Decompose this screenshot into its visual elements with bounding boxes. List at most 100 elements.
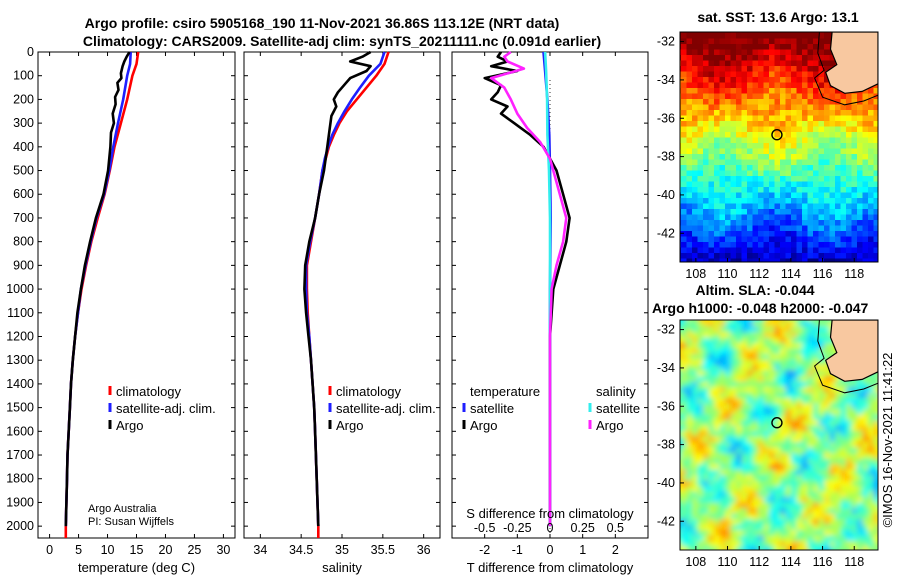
sst-map-cell — [791, 137, 797, 144]
sst-map-cell — [879, 259, 885, 265]
sla-map-cell — [829, 535, 836, 542]
sla-map-cell — [736, 453, 742, 459]
sla-map-cell — [796, 475, 803, 481]
sst-map-cell — [686, 170, 693, 177]
sst-map-cell — [763, 258, 770, 262]
sst-map-cell — [775, 264, 781, 270]
sla-map-cell — [752, 546, 759, 550]
sla-map-cell — [807, 409, 814, 415]
sst-map-cell — [840, 165, 847, 171]
sla-map-cell — [873, 497, 878, 503]
sst-map-cell — [807, 33, 814, 39]
sst-map-cell — [763, 236, 770, 243]
sst-map-cell — [785, 181, 792, 188]
sst-map-cell — [747, 187, 753, 193]
sla-map-cell — [807, 458, 814, 465]
sla-map-cell — [670, 343, 676, 349]
depth-tick-label: 1200 — [6, 329, 34, 343]
sst-map-cell — [807, 55, 814, 61]
sst-map-cell — [885, 94, 891, 100]
sla-map-cell — [769, 475, 775, 481]
sst-map-cell — [681, 181, 687, 188]
sst-map-cell — [818, 66, 825, 72]
sst-map-cell — [791, 242, 797, 248]
sst-map-cell — [873, 176, 878, 182]
sst-map-cell — [785, 170, 792, 177]
sst-map-cell — [736, 121, 742, 127]
sst-map-field — [670, 22, 891, 276]
sla-map-cell — [747, 475, 753, 481]
sst-map-cell — [708, 176, 715, 182]
sst-map-cell — [807, 110, 814, 116]
sla-map-cell — [719, 464, 726, 470]
sst-map-cell — [879, 138, 885, 144]
sst-map-cell — [791, 93, 797, 100]
sla-map-cell — [747, 508, 753, 514]
sst-map-cell — [879, 270, 885, 276]
sst-map-cell — [802, 154, 808, 160]
sst-map-cell — [879, 61, 885, 67]
sst-map-cell — [719, 187, 726, 193]
sla-map-cell — [763, 436, 770, 443]
sst-map-cell — [824, 60, 830, 67]
sla-map-cell — [846, 447, 852, 454]
sla-map-cell — [785, 425, 792, 432]
sla-map-cell — [785, 381, 792, 388]
sst-map-cell — [774, 192, 781, 199]
sla-map-cell — [868, 464, 874, 470]
sla-map-cell — [686, 442, 693, 448]
sst-map-cell — [846, 209, 852, 215]
sla-map-cell — [758, 387, 764, 393]
sst-map-cell — [687, 22, 693, 28]
sst-map-cell — [719, 170, 726, 177]
sla-map-cell — [725, 354, 731, 360]
sla-map-cell — [703, 469, 709, 476]
sst-map-cell — [763, 209, 770, 215]
sst-map-cell — [692, 247, 698, 254]
sla-map-cell — [807, 381, 814, 388]
sst-map-cell — [802, 121, 808, 127]
sst-map-cell — [868, 99, 874, 105]
sla-map-cell — [697, 464, 704, 470]
sla-map-cell — [686, 535, 693, 542]
sla-map-cell — [868, 453, 874, 459]
sst-map-cell — [692, 60, 698, 67]
sst-map-cell — [791, 60, 797, 67]
sst-map-cell — [758, 236, 764, 243]
sst-map-cell — [703, 82, 709, 89]
sst-map-cell — [670, 127, 676, 133]
sla-map-cell — [692, 513, 698, 520]
sst-map-cell — [824, 126, 830, 133]
sst-map-cell — [725, 198, 731, 204]
sst-map-cell — [680, 49, 682, 56]
sla-map-cell — [736, 321, 742, 327]
sla-map-cell — [791, 359, 797, 366]
sst-map-cell — [670, 105, 676, 111]
sst-map-cell — [736, 32, 742, 34]
sla-map-cell — [780, 486, 786, 492]
sla-map-cell — [703, 508, 709, 514]
sla-map-cell — [692, 442, 698, 448]
sst-map-cell — [681, 225, 687, 232]
sst-map-cell — [703, 88, 709, 94]
sst-map-cell — [752, 88, 759, 94]
sst-map-cell — [846, 148, 852, 155]
sst-map-cell — [686, 55, 693, 61]
sla-map-cell — [824, 431, 830, 437]
sla-map-cell — [741, 409, 748, 415]
sst-map-cell — [818, 148, 825, 155]
depth-tick-label: 300 — [13, 116, 34, 130]
sla-map-cell — [758, 431, 764, 437]
sst-map-cell — [879, 215, 885, 221]
sst-map-cell — [857, 104, 863, 111]
sla-map-cell — [769, 387, 775, 393]
sst-map-cell — [697, 60, 704, 67]
sla-map-cell — [846, 436, 852, 443]
sla-map-cell — [725, 387, 731, 393]
sst-map-cell — [774, 236, 781, 243]
salinity-difference-axis-label: S difference from climatology — [466, 506, 634, 521]
sla-map-cell — [846, 409, 852, 415]
temperature-legend-label: Argo — [116, 418, 143, 433]
sla-map-cell — [824, 387, 830, 393]
sst-map-cell — [780, 132, 786, 138]
